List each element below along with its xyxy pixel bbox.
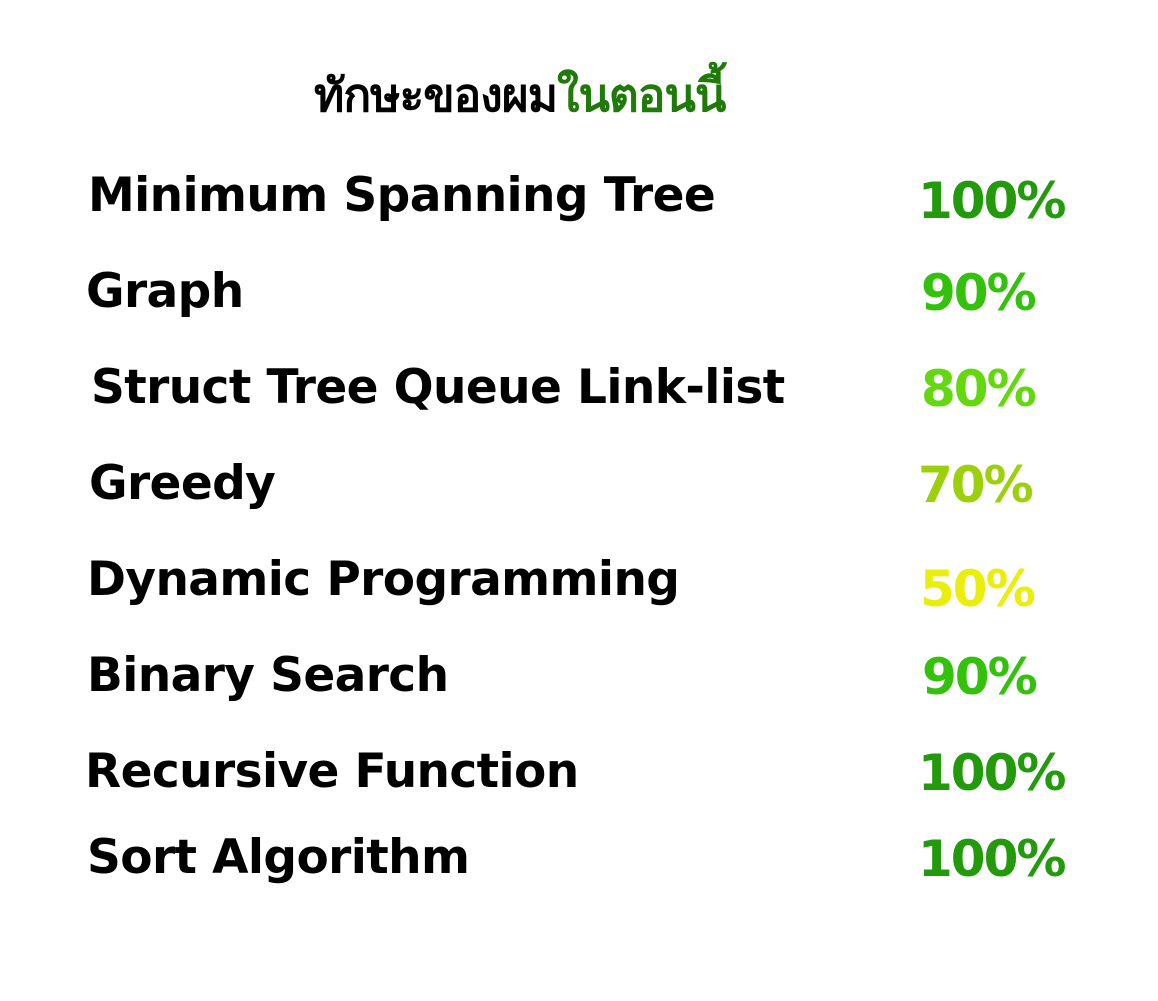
skill-label-binary-search: Binary Search [87, 648, 449, 703]
skill-percent-binary-search: 90% [922, 648, 1038, 706]
skill-label-minimum-spanning-tree: Minimum Spanning Tree [88, 168, 716, 223]
skill-percent-recursive-function: 100% [918, 744, 1066, 802]
skill-percent-graph: 90% [921, 264, 1037, 322]
skill-label-dynamic-programming: Dynamic Programming [87, 552, 680, 607]
skill-label-struct-tree-queue-link-list: Struct Tree Queue Link-list [91, 360, 785, 415]
skill-percent-greedy: 70% [918, 456, 1034, 514]
skill-label-graph: Graph [86, 264, 244, 319]
title-dark-part: ทักษะของผม [314, 68, 558, 122]
skill-label-recursive-function: Recursive Function [85, 744, 579, 799]
skill-percent-minimum-spanning-tree: 100% [918, 172, 1066, 230]
skill-label-greedy: Greedy [89, 456, 276, 511]
skill-percent-struct-tree-queue-link-list: 80% [921, 360, 1037, 418]
skill-percent-dynamic-programming: 50% [920, 560, 1036, 618]
skill-label-sort-algorithm: Sort Algorithm [87, 830, 470, 885]
title-green-part: ในตอนนี้ [557, 68, 726, 122]
page-title: ทักษะของผมในตอนนี้ [314, 72, 726, 118]
skill-percent-sort-algorithm: 100% [918, 830, 1066, 888]
